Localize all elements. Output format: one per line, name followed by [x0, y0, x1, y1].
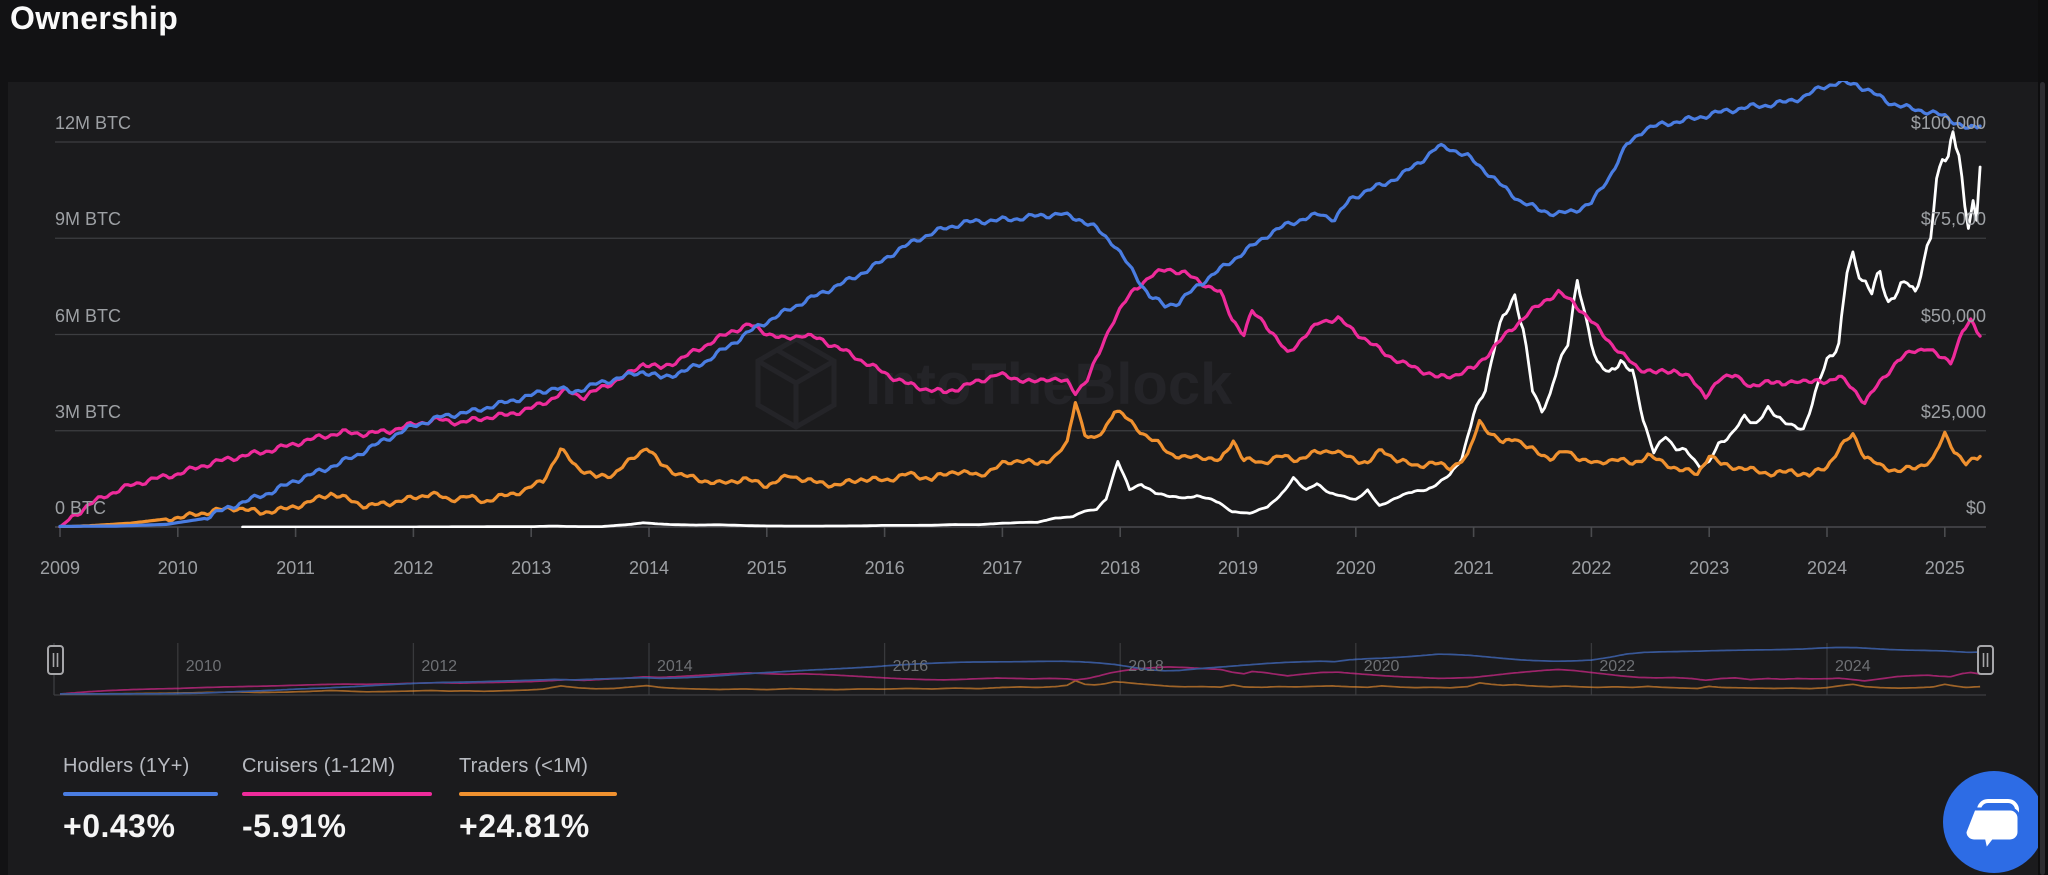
chat-button[interactable]	[1943, 771, 2045, 873]
traders-line	[58, 401, 1982, 528]
x-axis-year-label: 2014	[628, 558, 670, 578]
legend-label: Cruisers (1-12M)	[242, 755, 396, 777]
x-axis-year-label: 2017	[982, 558, 1023, 578]
right-axis-tick-label: $75,000	[1920, 209, 1986, 230]
hodlers-line-swatch	[63, 792, 218, 796]
navigator-year-label: 2016	[892, 658, 929, 675]
left-axis-tick-label: 6M BTC	[55, 305, 122, 326]
navigator-handle-left[interactable]	[47, 645, 64, 675]
left-axis-tick-label: 12M BTC	[55, 113, 132, 133]
x-axis-year-label: 2016	[864, 558, 905, 578]
legend-item-hodlers[interactable]: Hodlers (1Y+) +0.43%	[63, 755, 218, 845]
cruisers-line	[58, 267, 1982, 528]
navigator-year-label: 2022	[1599, 658, 1635, 675]
right-axis-tick-label: $100,000	[1910, 113, 1986, 133]
right-axis-tick-label: $50,000	[1920, 305, 1986, 326]
right-axis-tick-label: $25,000	[1920, 401, 1986, 422]
left-axis-tick-label: 9M BTC	[55, 209, 122, 230]
left-axis-tick-label: 3M BTC	[55, 401, 122, 422]
navigator-year-label: 2018	[1128, 658, 1164, 675]
x-axis-year-label: 2025	[1924, 558, 1965, 578]
chat-bubble-icon	[1965, 799, 2021, 851]
hodlers-line	[58, 81, 1982, 528]
x-axis-year-label: 2010	[157, 558, 198, 578]
page-title: Ownership	[10, 0, 179, 36]
x-axis-year-label: 2024	[1806, 558, 1848, 578]
navigator-year-label: 2010	[185, 658, 222, 675]
cruisers-change-value: -5.91%	[242, 808, 347, 844]
x-axis-year-label: 2019	[1217, 558, 1259, 578]
x-axis-year-label: 2023	[1689, 558, 1730, 578]
x-axis-year-label: 2009	[39, 558, 81, 578]
x-axis-year-label: 2015	[746, 558, 787, 578]
navigator-year-label: 2024	[1835, 658, 1871, 675]
x-axis-year-label: 2022	[1571, 558, 1612, 578]
cruisers-line-swatch	[242, 792, 432, 796]
navigator-year-label: 2020	[1363, 658, 1400, 675]
legend-label: Traders (<1M)	[459, 755, 589, 777]
x-axis-year-label: 2020	[1335, 558, 1376, 578]
navigator-year-label: 2012	[421, 658, 457, 675]
hodlers-change-value: +0.43%	[63, 808, 176, 844]
x-axis-year-label: 2018	[1100, 558, 1141, 578]
chart-panel	[8, 82, 2038, 875]
svg-text:IntoTheBlock: IntoTheBlock	[865, 352, 1233, 417]
scrollbar-thumb[interactable]	[2040, 82, 2045, 875]
price-line	[241, 130, 1982, 528]
x-axis-year-label: 2011	[276, 558, 315, 578]
x-axis-year-label: 2012	[393, 558, 434, 578]
legend-item-cruisers[interactable]: Cruisers (1-12M) -5.91%	[242, 755, 432, 845]
legend-item-traders[interactable]: Traders (<1M) +24.81%	[459, 755, 617, 845]
navigator-series	[59, 646, 1981, 695]
traders-change-value: +24.81%	[459, 808, 590, 844]
legend-label: Hodlers (1Y+)	[63, 755, 190, 777]
x-axis-year-label: 2021	[1453, 558, 1494, 578]
x-axis-year-label: 2013	[511, 558, 552, 578]
traders-line-swatch	[459, 792, 617, 796]
navigator-handle-right[interactable]	[1977, 645, 1994, 675]
left-axis-tick-label: 0 BTC	[55, 498, 107, 518]
navigator-year-label: 2014	[657, 658, 693, 675]
right-axis-tick-label: $0	[1965, 498, 1986, 518]
intotheblock-watermark: IntoTheBlock	[755, 336, 1233, 430]
